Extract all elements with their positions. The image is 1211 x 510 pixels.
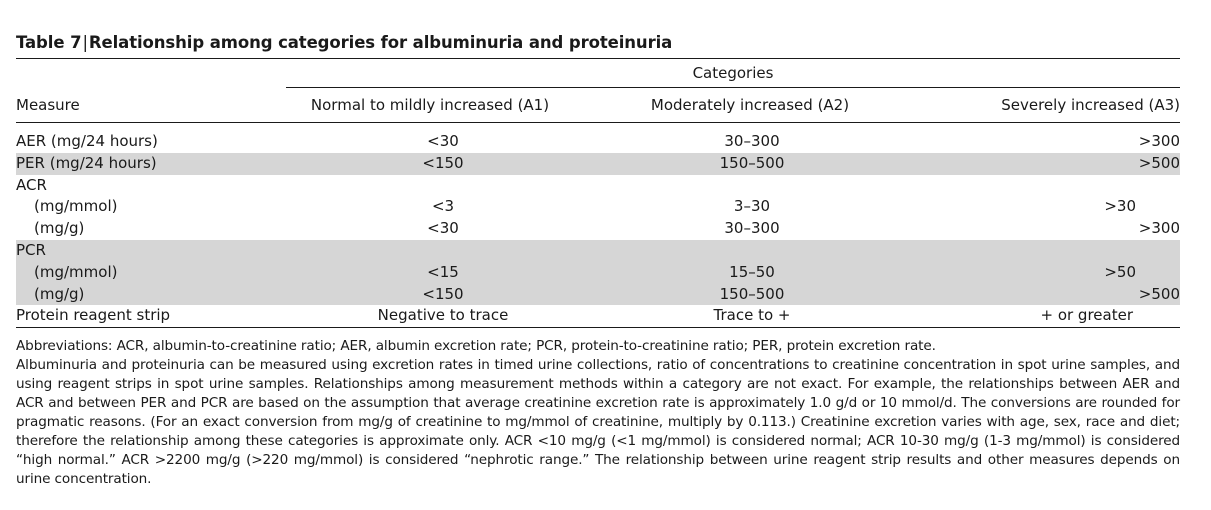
group-header-row: Categories — [16, 59, 1180, 88]
table-row-acr-mg-g: (mg/g) <30 30–300 >300 — [16, 218, 1180, 240]
table-row-acr: ACR — [16, 175, 1180, 197]
row-label: AER (mg/24 hours) — [16, 132, 158, 150]
cell-a1: <150 — [286, 283, 600, 306]
column-header-a2: Moderately increased (A2) — [600, 87, 904, 123]
row-label: (mg/mmol) — [34, 197, 118, 216]
cell-a1: <150 — [286, 152, 600, 175]
row-label: Protein reagent strip — [16, 305, 286, 329]
table-7-figure: Table 7|Relationship among categories fo… — [16, 28, 1180, 489]
cell-a3: >300 — [1138, 132, 1180, 150]
cell-a1: Negative to trace — [286, 305, 600, 329]
abbreviations-note: Abbreviations: ACR, albumin-to-creatinin… — [16, 338, 936, 355]
table-footnotes: Abbreviations: ACR, albumin-to-creatinin… — [16, 337, 1180, 489]
cell-a3: >50 — [904, 261, 1180, 284]
table-title: Relationship among categories for albumi… — [88, 33, 673, 52]
table-label: Table 7 — [16, 33, 82, 52]
table-row-aer: AER (mg/24 hours) <30 30–300 >300 — [16, 131, 1180, 153]
column-header-a1: Normal to mildly increased (A1) — [286, 87, 600, 123]
cell-a1: <30 — [427, 219, 459, 238]
column-header-measure: Measure — [16, 87, 286, 123]
cell-a3: >500 — [904, 152, 1180, 175]
cell-a2: 15–50 — [600, 261, 904, 284]
categories-header: Categories — [286, 59, 1180, 88]
table-row-reagent-strip: Protein reagent strip Negative to trace … — [16, 305, 1180, 329]
cell-a2: 150–500 — [600, 283, 904, 306]
explanatory-note: Albuminuria and proteinuria can be measu… — [16, 357, 1180, 488]
cell-a3: >30 — [1104, 197, 1136, 216]
cell-a2: 30–300 — [724, 219, 780, 238]
cell-a1: <15 — [286, 261, 600, 284]
row-label: (mg/g) — [34, 219, 85, 238]
cell-a2: Trace to + — [600, 305, 904, 329]
categories-table: Categories Measure Normal to mildly incr… — [16, 58, 1180, 329]
cell-a1: <3 — [431, 197, 455, 216]
cell-a1: <30 — [427, 132, 459, 150]
column-header-a3: Severely increased (A3) — [904, 87, 1180, 123]
cell-a3: >300 — [1138, 219, 1180, 238]
row-group-label: ACR — [16, 175, 47, 194]
row-group-label: PCR — [16, 239, 1180, 262]
cell-a2: 150–500 — [600, 152, 904, 175]
table-row-acr-mg-mmol: (mg/mmol) <3 3–30 >30 — [16, 196, 1180, 218]
cell-a3: + or greater — [904, 305, 1180, 329]
caption-separator: | — [82, 33, 88, 52]
column-header-row: Measure Normal to mildly increased (A1) … — [16, 87, 1180, 123]
cell-a2: 3–30 — [733, 197, 771, 216]
cell-a3: >500 — [904, 283, 1180, 306]
table-row-pcr-mg-mmol: (mg/mmol) <15 15–50 >50 — [16, 261, 1180, 284]
table-row-per: PER (mg/24 hours) <150 150–500 >500 — [16, 152, 1180, 175]
cell-a2: 30–300 — [724, 132, 780, 150]
row-label: (mg/g) — [16, 283, 286, 306]
table-row-pcr: PCR — [16, 239, 1180, 262]
table-row-pcr-mg-g: (mg/g) <150 150–500 >500 — [16, 283, 1180, 306]
table-caption: Table 7|Relationship among categories fo… — [16, 28, 1180, 58]
row-label: PER (mg/24 hours) — [16, 152, 286, 175]
row-label: (mg/mmol) — [16, 261, 286, 284]
